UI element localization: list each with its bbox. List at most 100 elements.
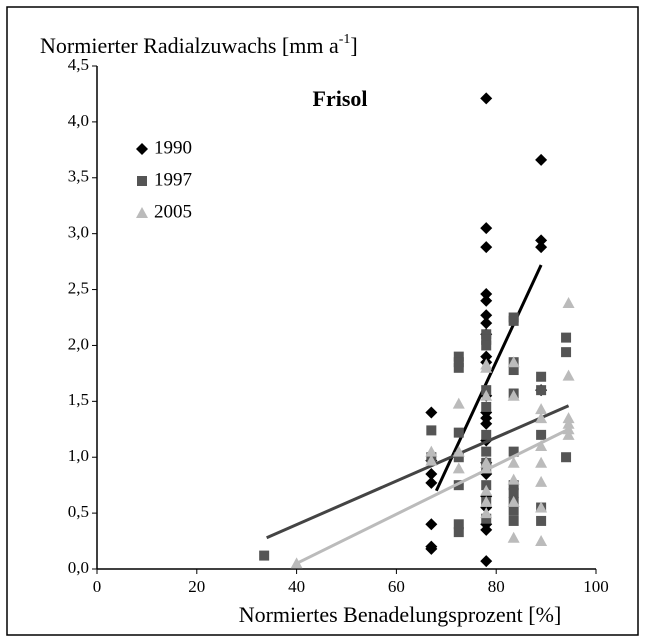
point [561,347,572,358]
point [481,513,492,524]
x-tick-label: 0 [93,577,102,596]
point [561,452,572,463]
point [480,462,493,474]
point [562,296,575,308]
point [508,315,519,326]
y-tick-label: 4,5 [68,55,89,74]
point [426,425,437,436]
trend-line [266,404,570,540]
y-axis-title-superscript: -1 [339,32,351,47]
y-tick-label: 1,5 [68,390,89,409]
point [480,361,493,373]
y-axis-title-end: ] [350,33,357,58]
point [425,445,438,457]
point [561,332,572,343]
point [425,454,438,466]
point [562,417,575,429]
y-tick-label: 0,5 [68,502,89,521]
point [562,369,575,381]
point [508,515,519,526]
legend-label: 2005 [154,201,192,222]
point [453,480,464,491]
x-axis-title: Normiertes Benadelungsprozent [%] [239,602,562,627]
point [453,527,464,538]
y-tick-label: 3,5 [68,167,89,186]
point [562,423,575,435]
x-tick-label: 40 [288,577,305,596]
point [535,153,548,166]
x-tick-label: 100 [583,577,609,596]
point [481,334,492,345]
point [535,241,548,254]
point [480,222,493,235]
point [507,356,520,368]
point [425,542,438,555]
point [452,445,465,457]
legend-marker [136,143,148,155]
point [481,429,492,440]
point [481,401,492,412]
legend-label: 1997 [154,169,192,190]
y-axis-title: Normierter Radialzuwachs [mm a-1] [40,32,358,58]
chart-title: Frisol [313,86,368,111]
point [480,484,493,496]
legend-label: 1990 [154,137,192,158]
point [480,294,493,307]
y-tick-label: 3,0 [68,223,89,242]
point [562,412,575,424]
legend-marker [137,176,147,186]
point [535,501,548,513]
point [535,440,548,452]
point [508,505,519,516]
y-tick-label: 2,0 [68,334,89,353]
point [507,456,520,468]
point [425,406,438,419]
point [507,473,520,485]
frame [6,6,639,636]
point [507,495,520,507]
trend-line [295,427,570,565]
point [290,557,303,569]
point [480,417,493,430]
x-tick-label: 20 [188,577,205,596]
point [480,523,493,536]
point [535,456,548,468]
point [480,555,493,568]
point [507,531,520,543]
point [480,456,493,468]
point [508,365,519,376]
point [425,518,438,531]
point [536,429,547,440]
point [508,480,519,491]
point [425,467,438,480]
y-tick-label: 4,0 [68,111,89,130]
point [480,495,493,507]
point [481,446,492,457]
point [535,403,548,415]
point [453,519,464,530]
point [453,351,464,362]
y-tick-label: 2,5 [68,278,89,297]
point [562,428,575,440]
point [453,452,464,463]
point [481,329,492,340]
x-tick-label: 80 [488,577,505,596]
point [536,371,547,382]
point [480,507,493,519]
point [507,389,520,401]
point [535,535,548,547]
point [535,234,548,247]
point [452,397,465,409]
point [480,288,493,301]
point [508,446,519,457]
point [481,340,492,351]
x-tick-label: 60 [388,577,405,596]
y-tick-label: 0,0 [68,558,89,577]
y-axis-title-text: Normierter Radialzuwachs [mm a [40,33,339,58]
point [453,357,464,368]
legend-marker [136,207,148,218]
point [480,241,493,254]
point [536,515,547,526]
